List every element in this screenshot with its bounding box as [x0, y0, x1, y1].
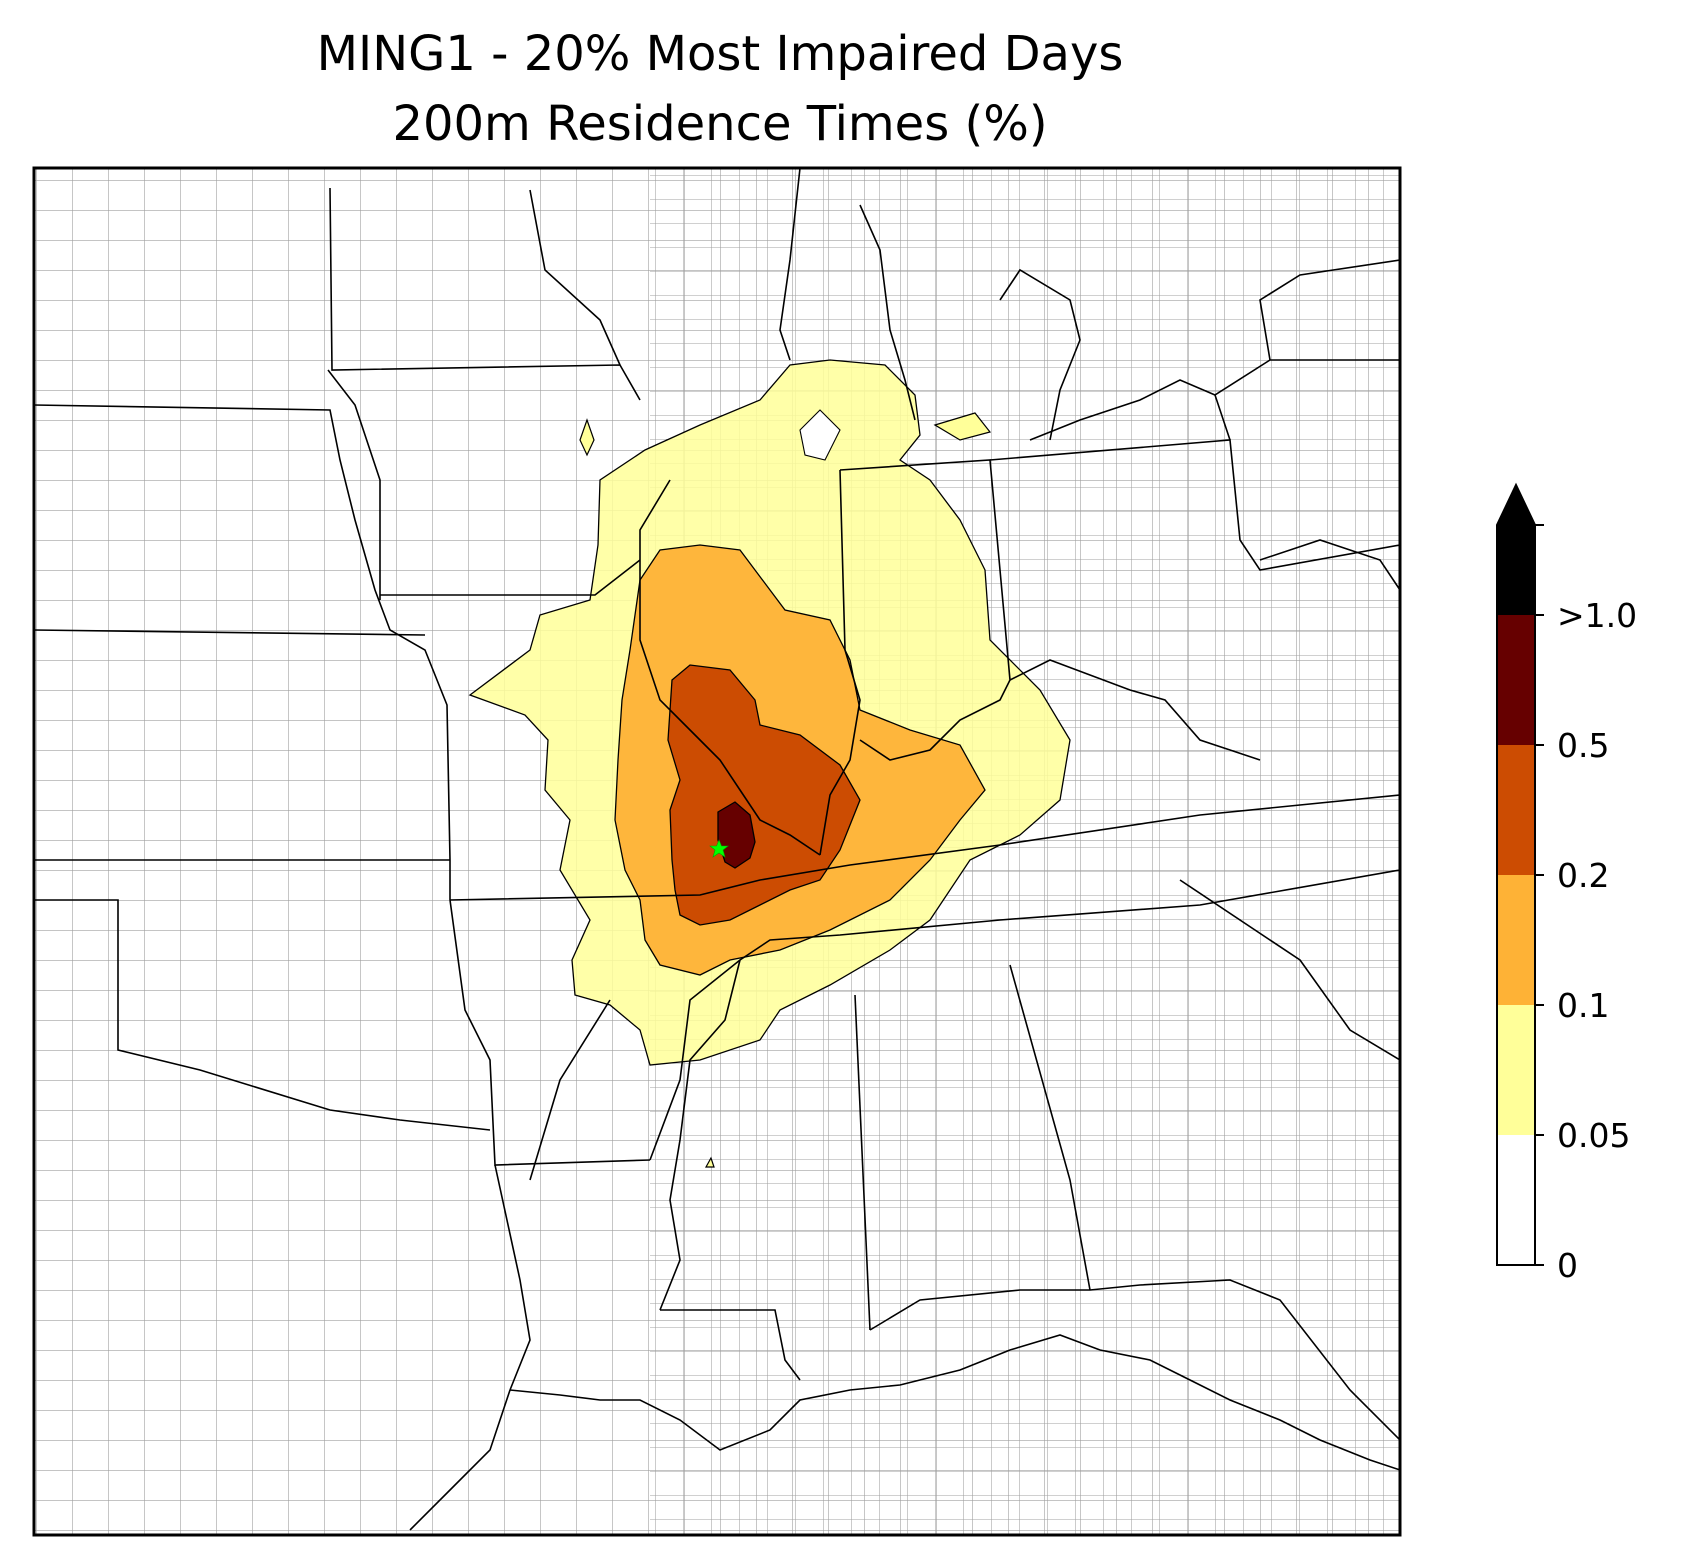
colorbar-band-4: [1497, 615, 1535, 745]
colorbar-tick-label-0: 0: [1557, 1246, 1578, 1285]
contour-0.2: [667, 664, 861, 926]
receptor-star-icon: [709, 839, 729, 858]
colorbar-extend-arrow: [1497, 485, 1535, 615]
colorbar-band-3: [1497, 745, 1535, 875]
map-area: [34, 168, 1400, 1535]
colorbar-band-2: [1497, 875, 1535, 1005]
colorbar-outline: [1496, 482, 1536, 1266]
colorbar-tick-label-5: >1.0: [1557, 596, 1637, 635]
state-borders: [34, 168, 1400, 1531]
colorbar-tick-label-4: 0.5: [1557, 726, 1609, 765]
map-frame: [32, 166, 1402, 1537]
residence-contours: [468, 359, 1071, 1168]
colorbar-band-0: [1497, 1135, 1535, 1265]
colorbar-band-1: [1497, 1005, 1535, 1135]
colorbar: 0 0.05 0.1 0.2 0.5 >1.0: [1496, 482, 1637, 1285]
colorbar-tick-label-2: 0.1: [1557, 986, 1609, 1025]
colorbar-tick-label-3: 0.2: [1557, 856, 1609, 895]
map-title-line-1: MING1 - 20% Most Impaired Days: [316, 26, 1124, 82]
map-title-line-2: 200m Residence Times (%): [392, 96, 1048, 152]
colorbar-tick-label-1: 0.05: [1557, 1116, 1630, 1155]
